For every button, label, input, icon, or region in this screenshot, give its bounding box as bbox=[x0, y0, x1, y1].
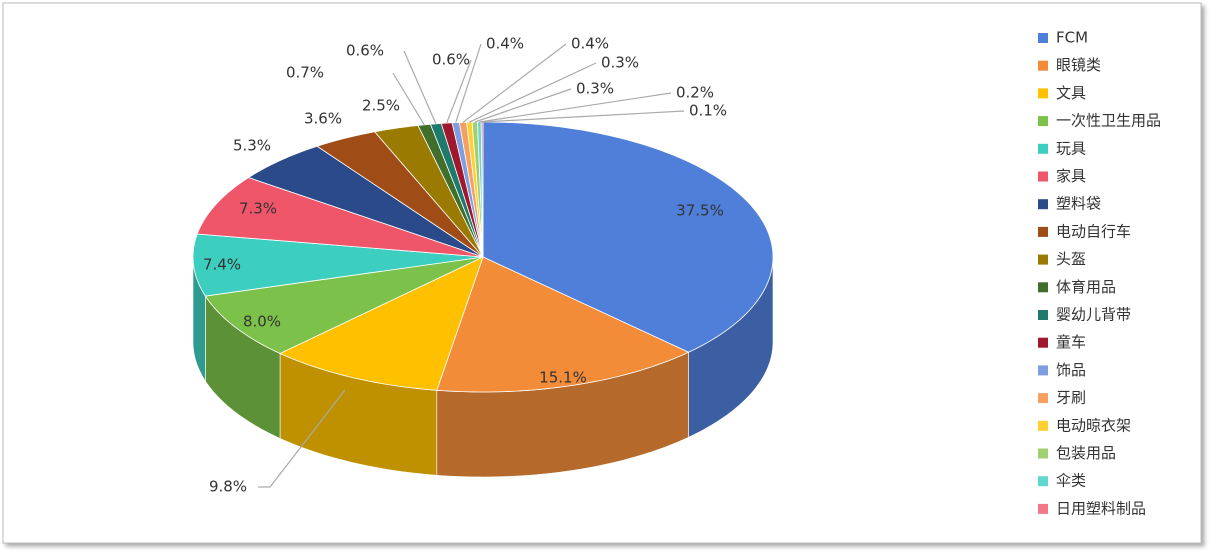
legend-label: 饰品 bbox=[1056, 361, 1086, 379]
legend-label: 头盔 bbox=[1056, 250, 1086, 268]
leader-line bbox=[258, 389, 346, 488]
data-label: 0.4% bbox=[571, 35, 609, 53]
slice bbox=[373, 125, 484, 258]
legend-swatch bbox=[1038, 393, 1048, 404]
leader-line bbox=[446, 59, 472, 124]
legend-swatch bbox=[1038, 365, 1048, 376]
leader-line bbox=[403, 50, 437, 125]
legend-swatch bbox=[1038, 60, 1048, 71]
legend-swatch bbox=[1038, 420, 1048, 431]
leader-line bbox=[392, 72, 425, 126]
data-label: 3.6% bbox=[304, 110, 342, 128]
legend-swatch bbox=[1038, 33, 1048, 43]
legend-label: 文具 bbox=[1056, 84, 1086, 102]
legend-label: FCM bbox=[1056, 29, 1088, 47]
leader-line bbox=[469, 62, 597, 123]
legend-swatch bbox=[1038, 448, 1048, 459]
legend-swatch bbox=[1038, 254, 1048, 265]
data-label: 7.3% bbox=[239, 200, 277, 218]
legend-label: 一次性卫生用品 bbox=[1056, 112, 1161, 130]
leader-line bbox=[455, 43, 482, 123]
slice bbox=[247, 145, 484, 258]
data-label: 0.6% bbox=[432, 51, 470, 69]
data-label: 0.4% bbox=[486, 35, 524, 53]
legend-swatch bbox=[1038, 282, 1048, 293]
slice bbox=[436, 256, 690, 393]
legend-label: 体育用品 bbox=[1056, 278, 1116, 296]
slice bbox=[279, 256, 484, 391]
slice bbox=[196, 177, 484, 258]
legend-swatch bbox=[1038, 310, 1048, 320]
data-label: 0.2% bbox=[676, 84, 714, 102]
legend-label: 牙刷 bbox=[1056, 389, 1086, 407]
slice bbox=[482, 121, 774, 353]
legend-swatch bbox=[1038, 226, 1048, 237]
data-label: 2.5% bbox=[362, 97, 400, 115]
legend-label: 眼镜类 bbox=[1056, 56, 1101, 74]
legend-label: 包装用品 bbox=[1056, 444, 1116, 462]
legend-label: 日用塑料制品 bbox=[1056, 499, 1146, 517]
legend-swatch bbox=[1038, 337, 1048, 348]
data-label: 8.0% bbox=[243, 313, 281, 331]
legend-label: 家具 bbox=[1056, 167, 1086, 185]
leader-line bbox=[474, 88, 572, 123]
legend-label: 伞类 bbox=[1056, 472, 1086, 490]
data-label: 7.4% bbox=[203, 256, 241, 274]
leader-line bbox=[479, 92, 672, 123]
data-label: 0.1% bbox=[689, 102, 727, 120]
legend-swatch bbox=[1038, 199, 1048, 210]
slice bbox=[192, 233, 484, 297]
legend-label: 玩具 bbox=[1056, 139, 1086, 157]
legend-swatch bbox=[1038, 171, 1048, 182]
leader-line bbox=[482, 110, 685, 123]
data-label: 37.5% bbox=[676, 202, 724, 220]
leader-line bbox=[462, 43, 567, 123]
slice bbox=[204, 256, 484, 354]
data-label: 5.3% bbox=[233, 137, 271, 155]
data-label: 0.7% bbox=[286, 64, 324, 82]
legend-swatch bbox=[1038, 476, 1048, 487]
data-label: 0.3% bbox=[601, 54, 639, 72]
legend-label: 塑料袋 bbox=[1056, 195, 1101, 213]
legend-swatch bbox=[1038, 88, 1048, 99]
legend-label: 电动晾衣架 bbox=[1056, 416, 1131, 434]
legend-swatch bbox=[1038, 143, 1048, 154]
legend-swatch bbox=[1038, 503, 1048, 514]
legend-label: 童车 bbox=[1056, 333, 1086, 351]
data-label: 0.3% bbox=[576, 80, 614, 98]
data-label: 0.6% bbox=[346, 42, 384, 60]
legend-label: 电动自行车 bbox=[1056, 222, 1131, 240]
slice bbox=[316, 131, 484, 258]
legend-label: 婴幼儿背带 bbox=[1056, 306, 1131, 324]
data-label: 9.8% bbox=[209, 478, 247, 496]
legend-swatch bbox=[1038, 116, 1048, 127]
data-label: 15.1% bbox=[539, 369, 587, 387]
